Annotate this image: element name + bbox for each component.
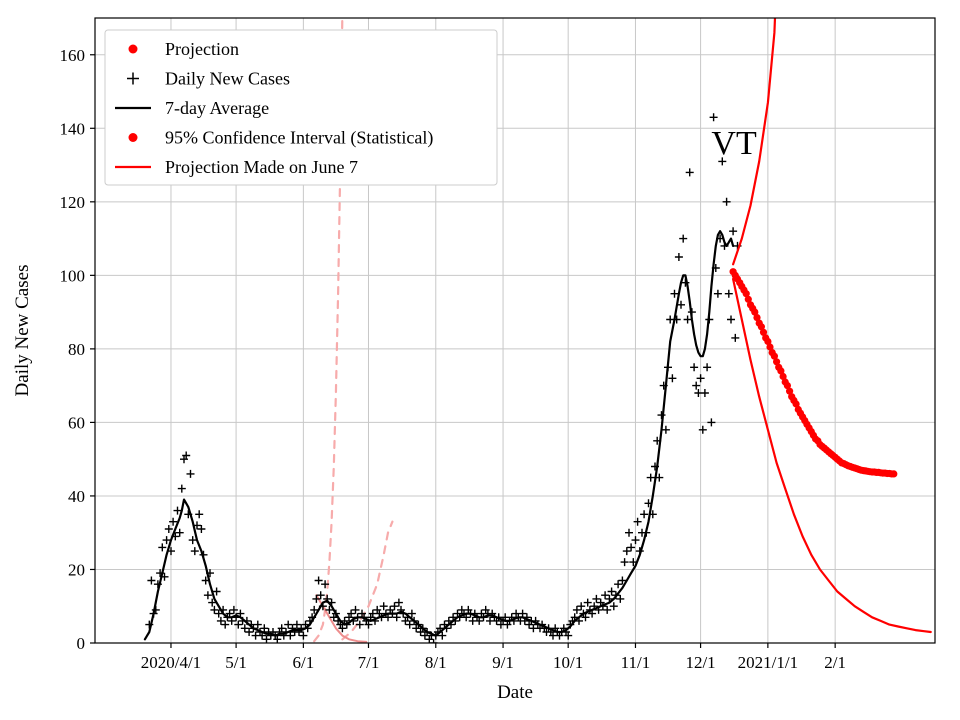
x-tick-label: 2020/4/1 [141,653,201,672]
x-tick-label: 6/1 [293,653,315,672]
plot-border [94,17,936,644]
y-tick-label: 0 [77,634,86,653]
y-tick-label: 120 [60,193,86,212]
series-projection-dots [729,268,898,478]
x-axis-label: Date [497,682,533,703]
series-ci-lower-line [732,277,932,634]
y-tick-label: 40 [68,487,85,506]
series-june7-ci-lower [341,520,394,641]
legend-box [104,29,498,186]
x-tick-label: 8/1 [425,653,447,672]
legend-plus-marker-icon [127,72,139,85]
y-tick-label: 160 [60,46,86,65]
y-tick-label: 80 [68,340,85,359]
x-tick-label: 2/1 [824,653,846,672]
x-tick-label: 7/1 [358,653,380,672]
x-axis: 2020/4/1 5/1 6/1 7/1 8/1 9/1 10/1 11/1 12/1 2021/… [141,643,846,672]
series-daily-new-cases [145,113,742,643]
legend-dot-marker-icon [128,44,138,54]
series-june7-projection [315,594,368,643]
y-tick-label: 100 [60,266,86,285]
legend-label: Projection [165,39,239,59]
y-tick-label: 20 [68,560,85,579]
legend-label: Daily New Cases [165,69,290,89]
legend-label: 7-day Average [165,98,269,118]
legend-entry-1: Daily New Cases [127,69,290,89]
legend-label: 95% Confidence Interval (Statistical) [165,128,433,149]
state-label: VT [711,125,757,162]
y-tick-label: 60 [68,413,85,432]
legend-entry-4: Projection Made on June 7 [115,157,358,177]
series-layer [143,18,932,643]
x-tick-label: 2021/1/1 [738,653,798,672]
legend: Projection Daily New Cases 7-day Average 95… [104,29,498,186]
legend-entry-2: 7-day Average [115,98,269,118]
y-axis-label: Daily New Cases [12,265,33,397]
legend-entry-3: 95% Confidence Interval (Statistical) [128,128,433,149]
y-tick-label: 140 [60,119,86,138]
x-tick-label: 11/1 [621,653,651,672]
x-tick-label: 12/1 [685,653,715,672]
series-ci-upper-line [732,18,777,266]
legend-dot-marker-icon [128,133,138,142]
x-tick-label: 9/1 [492,653,514,672]
legend-label: Projection Made on June 7 [165,157,358,177]
y-axis: 0 20 40 60 80 100 120 140 160 [60,46,95,653]
x-tick-label: 10/1 [553,653,583,672]
x-tick-label: 5/1 [225,653,247,672]
legend-entry-0: Projection [128,39,239,59]
